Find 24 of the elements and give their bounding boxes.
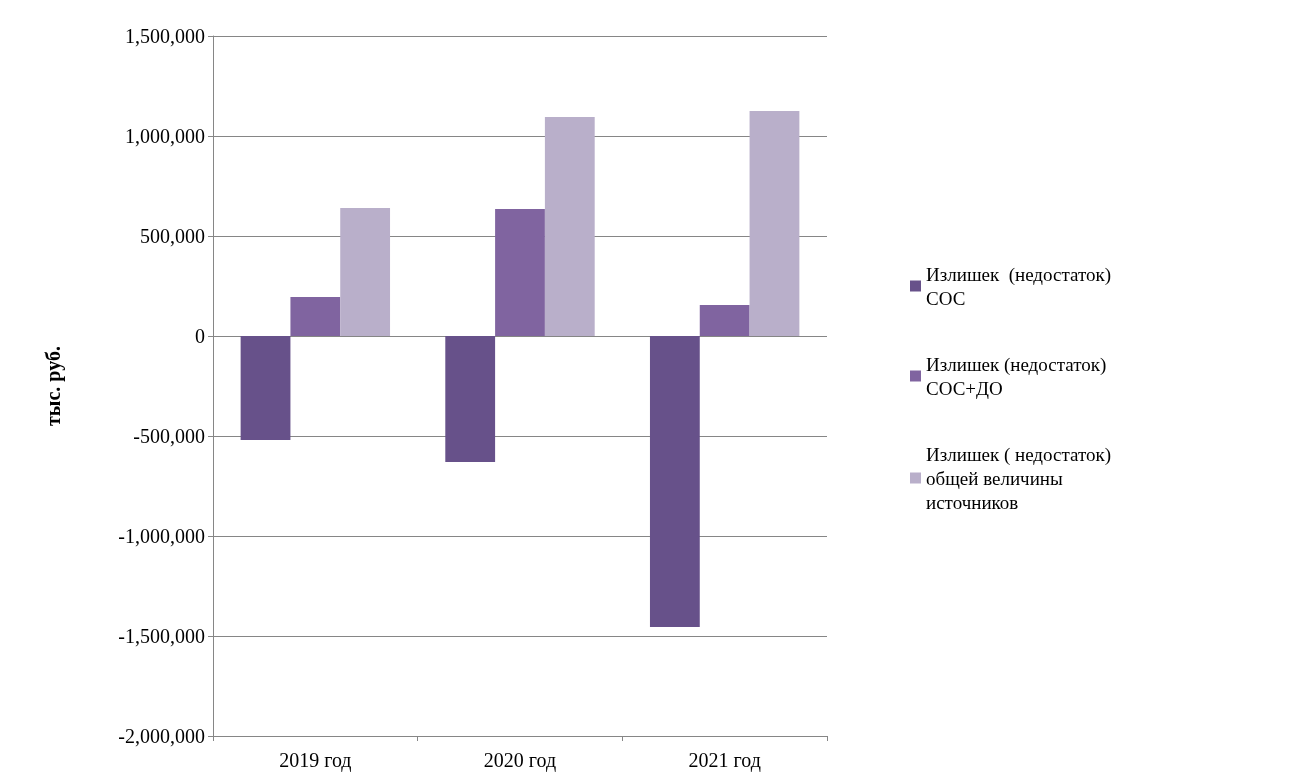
y-axis-title: тыс. руб.	[42, 346, 65, 426]
y-tick-label: 500,000	[140, 225, 205, 247]
y-tick-label: 1,000,000	[125, 125, 205, 147]
x-tick-label: 2020 год	[483, 749, 557, 772]
y-tick-label: 0	[195, 325, 205, 347]
x-tick-label: 2021 год	[688, 749, 761, 772]
y-tick-label: -2,000,000	[118, 725, 205, 747]
y-tick-label: -1,500,000	[118, 625, 205, 647]
bar	[699, 305, 750, 336]
y-tick-label: 1,500,000	[125, 25, 205, 47]
legend-label: Излишек (недостаток) СОС	[926, 263, 1116, 309]
x-tick-label: 2019 год	[279, 749, 352, 772]
bar	[240, 336, 291, 440]
legend-label: Излишек ( недостаток) общей величины источников	[926, 443, 1116, 513]
bar	[340, 208, 391, 336]
y-tick-label: -500,000	[133, 425, 205, 447]
bar	[495, 209, 545, 336]
bar	[445, 336, 496, 462]
y-tick-label: -1,000,000	[118, 525, 205, 547]
bar	[290, 297, 341, 336]
legend-label: Излишек (недостаток) СОС+ДО	[926, 353, 1112, 399]
bar	[649, 336, 700, 627]
bar	[749, 111, 800, 336]
bar	[544, 117, 595, 336]
